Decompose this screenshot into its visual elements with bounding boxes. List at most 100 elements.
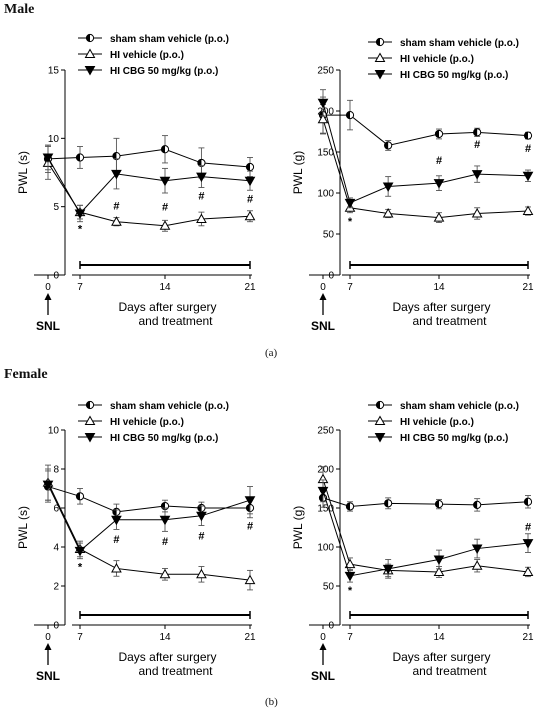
series-line [323,114,529,146]
data-point [471,170,483,180]
x-tick-label: 7 [77,282,83,293]
data-point [111,169,122,180]
y-tick-label: 6 [53,504,59,515]
y-tick-label: 150 [317,148,334,159]
significance-mark: # [113,534,119,546]
legend-label: HI CBG 50 mg/kg (p.o.) [400,433,508,444]
data-point [159,220,171,230]
data-point-fill [112,152,117,160]
x-axis-label-line-1: Days after surgery [118,300,216,314]
data-point [111,515,122,526]
x-tick-label: 0 [45,632,51,643]
significance-mark: * [78,224,83,236]
significance-mark: # [474,139,480,151]
legend-marker [374,70,386,80]
series-0 [43,135,255,179]
y-tick-label: 10 [48,134,60,145]
x-tick-label: 14 [159,632,171,643]
data-point [244,496,256,506]
legend-label: sham sham vehicle (p.o.) [110,401,229,412]
data-point [317,98,329,109]
data-point [382,207,394,218]
snl-arrow-head [319,643,327,650]
x-tick-label: 21 [522,632,534,643]
significance-mark: * [348,216,353,228]
legend-label: HI vehicle (p.o.) [400,54,474,65]
series-line [47,484,251,552]
section-title-female: Female [4,367,48,382]
legend-label: HI CBG 50 mg/kg (p.o.) [400,70,508,81]
legend-marker [84,415,96,425]
series-1 [42,464,256,591]
x-axis-label-line-2: and treatment [138,664,213,678]
data-point [42,480,54,491]
x-axis-label-line-2: and treatment [138,314,213,328]
data-point [433,179,445,189]
data-point-fill [346,111,350,119]
legend-label: HI vehicle (p.o.) [110,50,184,61]
y-tick-label: 8 [53,465,59,476]
snl-label: SNL [311,669,335,683]
significance-mark: # [247,193,253,205]
y-tick-label: 4 [53,543,59,554]
data-point [317,113,329,124]
y-axis-label: PWL (s) [16,506,30,549]
snl-label: SNL [36,669,60,683]
series-line [47,157,251,215]
data-point [196,568,207,579]
legend-label: sham sham vehicle (p.o.) [400,401,519,412]
y-axis-label: PWL (g) [291,506,305,550]
chart-female-pwl-seconds: 0 2 4 6 8 10 PWL (s) 0 7 14 21 SNL Days after surger… [16,400,256,683]
x-tick-label: 14 [159,282,171,293]
data-point-fill [435,500,439,508]
data-point [344,198,356,209]
chart-female-pwl-grams: 0 50 100 150 200 250 PWL (g) 0 7 14 21 SNL Days afte… [291,400,534,683]
y-tick-label: 5 [53,202,59,213]
data-point-fill [524,498,528,506]
data-point [159,568,171,579]
panel-label-a: (a) [265,347,278,359]
series-2 [317,479,534,583]
data-point [433,555,445,565]
x-tick-label: 21 [244,632,256,643]
chart-0-group: 0 5 10 15 PWL (s) 0 7 14 21 SNL Days after surgery… [16,33,256,333]
legend-marker [374,415,386,425]
data-point-fill [435,130,439,138]
y-axis-label: PWL (s) [16,151,30,194]
significance-mark: * [348,585,353,597]
x-axis-label-line-1: Days after surgery [392,650,490,664]
legend-label: HI vehicle (p.o.) [400,417,474,428]
data-point [344,571,356,582]
y-tick-label: 0 [328,271,334,282]
y-tick-label: 250 [317,66,334,77]
data-point-fill [246,163,250,171]
data-point-fill [473,128,478,136]
x-axis-label-line-2: and treatment [412,314,487,328]
y-tick-label: 10 [48,426,60,437]
legend-marker [374,433,386,443]
data-point-fill [319,494,323,502]
chart-male-pwl-seconds: 0 5 10 15 PWL (s) 0 7 14 21 SNL Days after surgery… [16,33,256,333]
significance-mark: # [247,521,253,533]
data-point [111,562,122,573]
data-point [471,207,483,218]
y-tick-label: 15 [48,66,60,77]
data-point-fill [197,159,202,167]
x-tick-label: 14 [433,282,445,293]
x-tick-label: 21 [522,282,534,293]
snl-label: SNL [36,319,60,333]
significance-mark: # [525,143,531,155]
chart-2-group: 0 2 4 6 8 10 PWL (s) 0 7 14 21 SNL Days after surger… [16,400,256,683]
series-2 [42,468,256,560]
data-point [433,566,445,576]
legend-marker [374,52,386,62]
data-point [111,216,122,226]
data-point [382,182,394,192]
series-line [322,119,529,219]
legend-label: HI CBG 50 mg/kg (p.o.) [110,433,218,444]
data-point-fill [524,132,528,140]
data-point [196,511,207,522]
data-point [433,212,445,222]
data-point [74,209,86,220]
